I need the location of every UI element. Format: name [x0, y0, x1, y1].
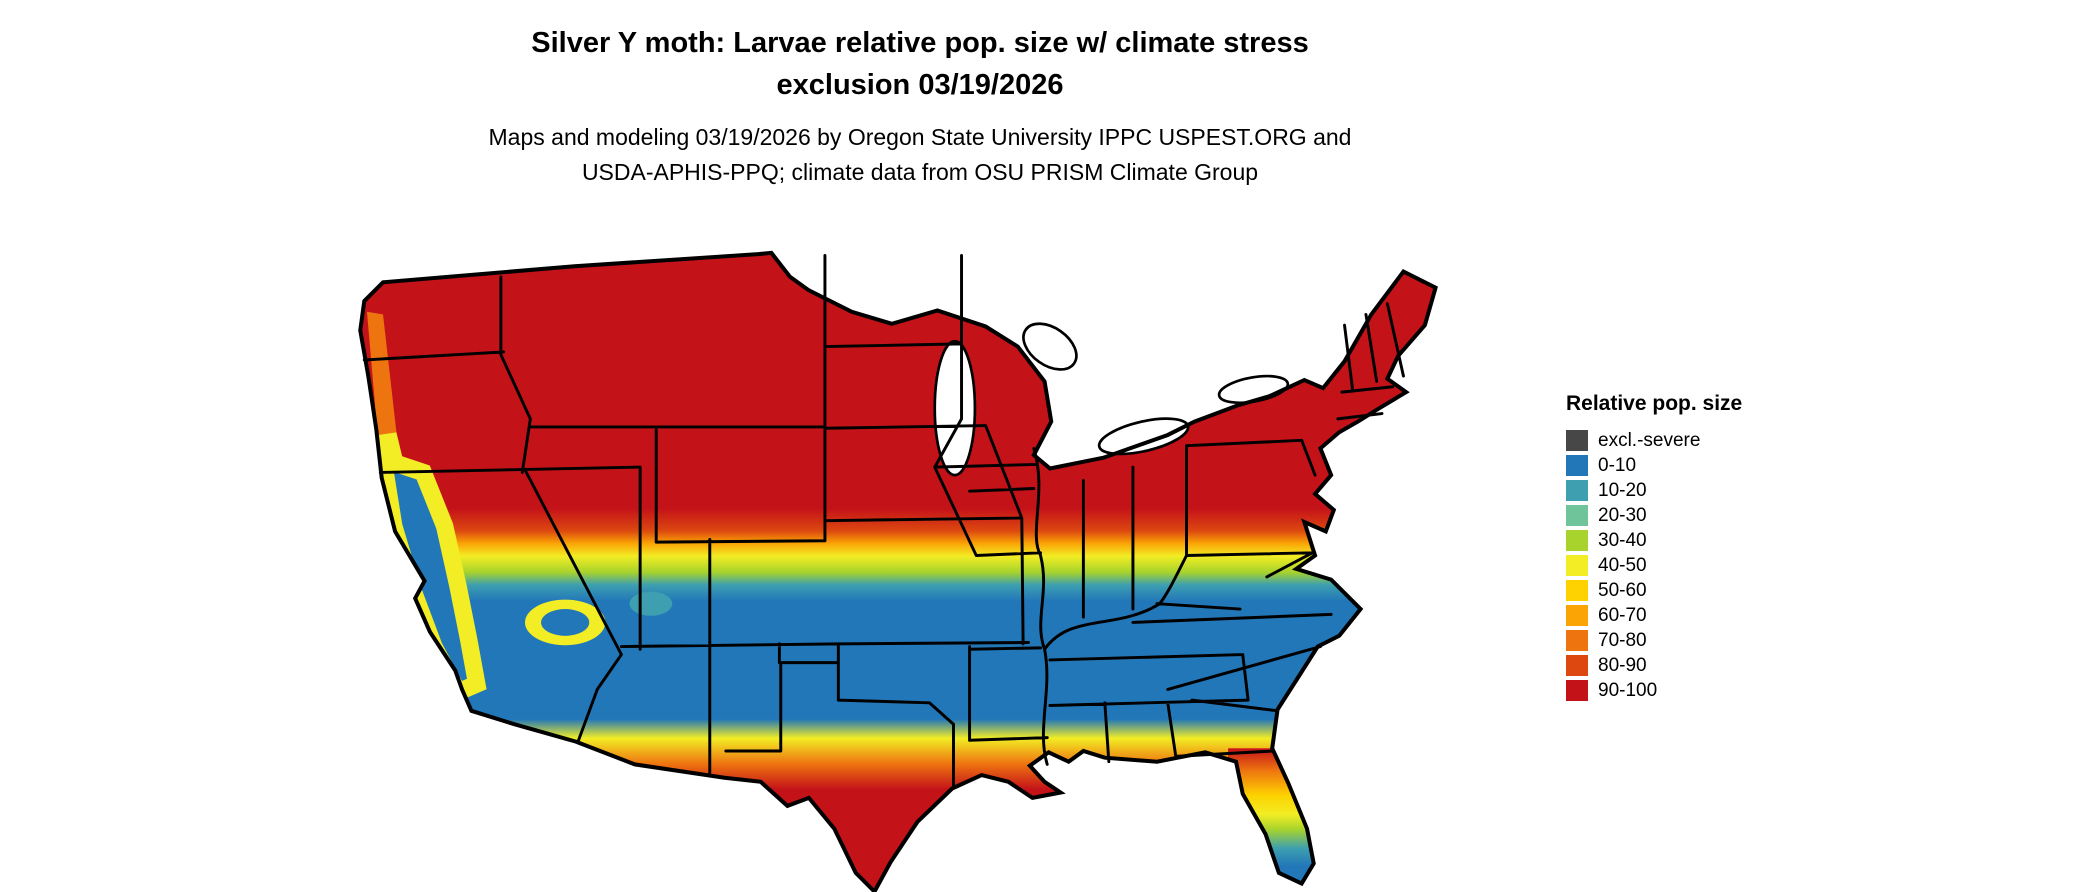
legend-label: 30-40 [1598, 530, 1647, 551]
legend-label: 50-60 [1598, 580, 1647, 601]
legend-swatch-20-30 [1566, 505, 1588, 526]
legend-label: excl.-severe [1598, 430, 1701, 451]
page-title: Silver Y moth: Larvae relative pop. size… [0, 22, 1840, 106]
legend-swatch-80-90 [1566, 655, 1588, 676]
state-borders [362, 254, 1405, 788]
legend-item: excl.-severe [1566, 428, 1816, 453]
legend-swatch-30-40 [1566, 530, 1588, 551]
legend-title: Relative pop. size [1566, 392, 1743, 415]
great-lakes [933, 322, 1290, 477]
legend-label: 60-70 [1598, 605, 1647, 626]
legend-label: 20-30 [1598, 505, 1647, 526]
page-subtitle: Maps and modeling 03/19/2026 by Oregon S… [0, 120, 1840, 189]
legend-label: 40-50 [1598, 555, 1647, 576]
page-subtitle-line1: Maps and modeling 03/19/2026 by Oregon S… [488, 124, 1352, 151]
legend-item: 30-40 [1566, 528, 1816, 553]
page-title-line2: exclusion 03/19/2026 [776, 69, 1064, 102]
arizona-highland-core [541, 609, 590, 636]
page-subtitle-line2: USDA-APHIS-PPQ; climate data from OSU PR… [581, 158, 1259, 185]
legend-label: 0-10 [1598, 455, 1637, 476]
legend-label: 10-20 [1598, 480, 1647, 501]
pacific-coast-strip [366, 311, 397, 435]
legend: Relative pop. size excl.-severe 0-10 10-… [1566, 392, 1816, 703]
legend-swatch-0-10 [1566, 455, 1588, 476]
page-title-line1: Silver Y moth: Larvae relative pop. size… [531, 27, 1309, 59]
lake-huron [1022, 322, 1078, 371]
lake-michigan [933, 339, 977, 477]
us-map-svg [300, 218, 1532, 892]
legend-item: 50-60 [1566, 578, 1816, 603]
legend-swatch-excl-severe [1566, 430, 1588, 451]
legend-swatch-10-20 [1566, 480, 1588, 501]
legend-item: 80-90 [1566, 653, 1816, 678]
legend-swatch-70-80 [1566, 630, 1588, 651]
legend-swatch-60-70 [1566, 605, 1588, 626]
legend-item: 10-20 [1566, 478, 1816, 503]
header: Silver Y moth: Larvae relative pop. size… [0, 22, 1840, 189]
legend-item: 70-80 [1566, 628, 1816, 653]
legend-item: 90-100 [1566, 678, 1816, 703]
newmexico-highland-pocket [629, 591, 673, 616]
legend-item: 20-30 [1566, 503, 1816, 528]
legend-item: 60-70 [1566, 603, 1816, 628]
legend-item: 40-50 [1566, 553, 1816, 578]
legend-label: 80-90 [1598, 655, 1647, 676]
legend-swatch-40-50 [1566, 555, 1588, 576]
legend-label: 70-80 [1598, 630, 1647, 651]
us-map [300, 218, 1532, 892]
legend-item: 0-10 [1566, 453, 1816, 478]
legend-swatch-50-60 [1566, 580, 1588, 601]
legend-swatch-90-100 [1566, 680, 1588, 701]
legend-label: 90-100 [1598, 680, 1658, 701]
